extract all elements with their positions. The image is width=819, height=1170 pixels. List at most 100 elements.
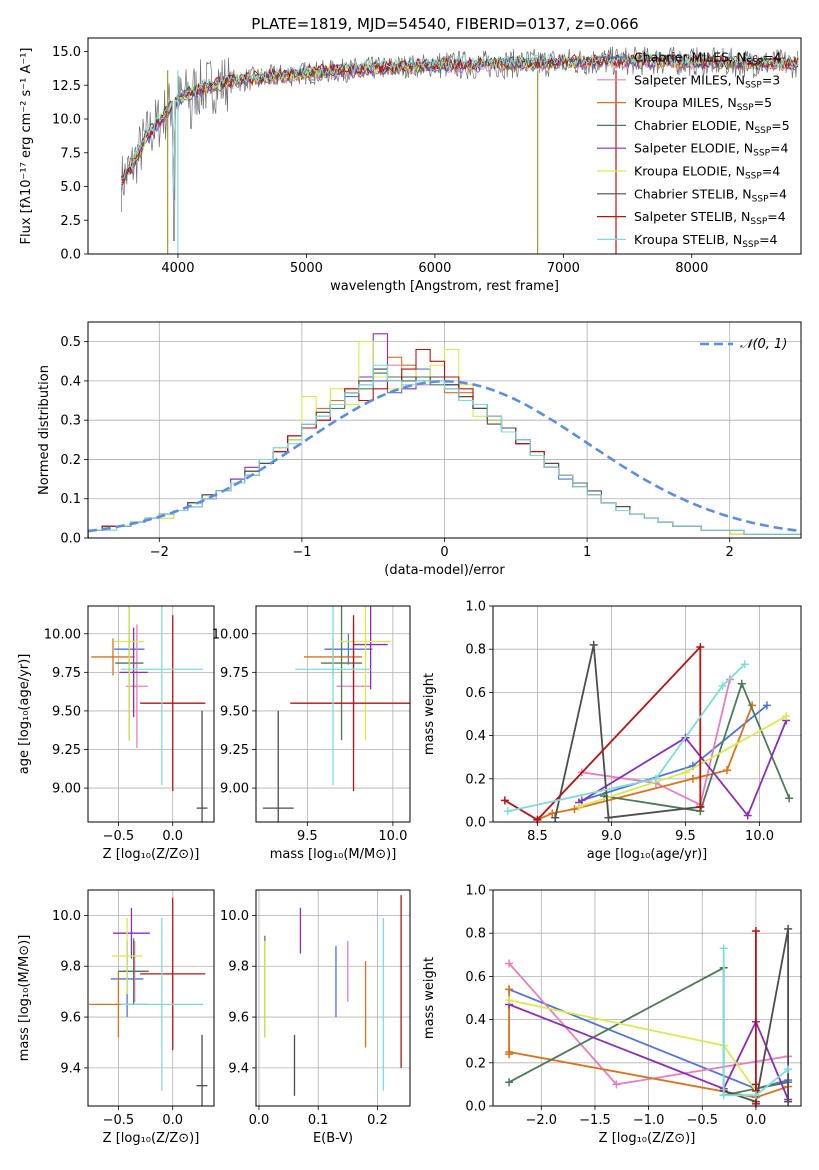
series-marker [533,815,542,824]
legend: 𝒩(0, 1) [700,337,787,352]
y-tick-label: 0.6 [465,686,486,701]
series-marker [722,766,731,775]
x-tick-label: 9.0 [601,829,622,844]
series-marker [751,1091,760,1100]
legend-subscript: SSP [745,80,762,90]
y-tick-label: 9.6 [60,1011,81,1026]
series-marker [570,805,579,814]
y-tick-label: 0.4 [465,729,486,744]
observed-spectrum-line [121,46,799,241]
series-marker [548,809,557,818]
series-marker [743,811,752,820]
series-marker [696,643,705,652]
y-tick-label: 1.0 [465,600,486,615]
y-tick-label: 10.0 [52,113,81,128]
x-tick-label: 0.2 [367,1113,388,1128]
series-line [723,928,789,1103]
axes-frame [255,889,411,1107]
x-tick-label: −1.5 [579,1113,611,1128]
y-tick-label: 10.00 [44,627,81,642]
legend-label: Salpeter MILES, NSSP=3 [634,72,780,90]
panel-5: 8.5 9.0 9.5 10.0 0.0 0.2 0.4 0.6 0.8 1.0 age [log₁… [422,600,802,862]
series-line [504,644,702,821]
x-tick-label: −2.0 [526,1113,558,1128]
panel-2: −2 −1 0 1 2 0.0 0.1 0.2 0.3 0.4 0.5 (data-model)/er… [37,321,802,578]
error-bar [120,917,204,1091]
x-axis-label: Z [log₁₀(Z/Z⊙)] [103,847,200,862]
legend-label: Kroupa MILES, NSSP=5 [634,95,772,113]
y-tick-label: 0.0 [465,1100,486,1115]
x-tick-label: 0 [440,545,448,560]
legend-label: Chabrier MILES, NSSP=4 [634,50,782,68]
y-axis-label: age [log₁₀(age/yr)] [17,654,32,775]
x-tick-label: 9.5 [297,829,318,844]
x-axis-label: (data-model)/error [384,563,505,578]
error-bar [262,710,294,822]
error-bar [196,1034,208,1106]
y-tick-label: 5.0 [60,180,81,195]
y-tick-label: 15.0 [52,45,81,60]
panel-6: −0.5 0.0 9.4 9.6 9.8 10.0 Z [log₁₀(Z/Z⊙)] mass … [17,889,215,1146]
error-bar [114,606,145,741]
y-axis-label: mass weight [422,673,437,755]
series-marker [505,959,514,968]
x-tick-label: −0.5 [103,829,135,844]
error-bar [140,615,206,792]
y-tick-label: 0.5 [60,335,81,350]
axes-frame [492,889,802,1107]
series-marker [589,640,598,649]
legend-value: =5 [771,118,789,133]
y-tick-label: 12.5 [52,79,81,94]
series-marker [784,924,793,933]
x-tick-label: 0.0 [746,1113,767,1128]
axes-frame [255,605,411,823]
series-line [508,999,757,1092]
y-tick-label: 10.00 [212,627,249,642]
series-line [507,663,746,813]
x-tick-label: 8.5 [527,829,548,844]
grid [256,890,410,1106]
legend-subscript: SSP [752,194,769,204]
y-tick-label: 7.5 [60,146,81,161]
legend-value: =4 [759,232,777,247]
y-tick-label: 0.4 [60,374,81,389]
legend-subscript: SSP [742,240,759,250]
series-marker [737,679,746,688]
axes-frame [87,889,215,1107]
axes-frame [87,37,802,255]
x-axis-label: E(B-V) [313,1131,353,1146]
y-tick-label: 0.6 [465,970,486,985]
series-marker [719,944,728,953]
axes-frame [87,321,802,539]
y-axis-label: mass [log₁₀(M/M⊙)] [17,935,32,1062]
y-tick-label: 9.25 [52,743,81,758]
x-tick-label: 10.0 [378,829,407,844]
series-line [722,948,789,1097]
y-tick-label: 0.2 [60,453,81,468]
series-marker [574,802,583,811]
series-marker [500,796,509,805]
series-marker [612,1080,621,1089]
series-marker [505,985,514,994]
series-line [554,644,701,819]
error-bar [321,606,363,741]
x-tick-label: 0.1 [308,1113,329,1128]
y-tick-label: 9.00 [220,782,249,797]
series-marker [505,1048,514,1056]
series-line [537,705,753,821]
legend-subscript: SSP [754,126,771,136]
x-tick-label: −0.5 [103,1113,135,1128]
series-marker [751,1099,760,1108]
x-tick-label: 0.0 [162,1113,183,1128]
x-tick-label: 6000 [418,261,451,276]
series-line [578,720,788,818]
grid [493,605,801,823]
y-tick-label: 10.0 [52,909,81,924]
y-tick-label: 9.6 [228,1011,249,1026]
y-tick-label: 0.0 [60,248,81,263]
y-tick-label: 9.8 [60,960,81,975]
x-tick-label: 5000 [290,261,323,276]
model-spectrum-line [121,51,799,201]
series-marker [785,794,794,803]
legend-value: =4 [767,209,785,224]
